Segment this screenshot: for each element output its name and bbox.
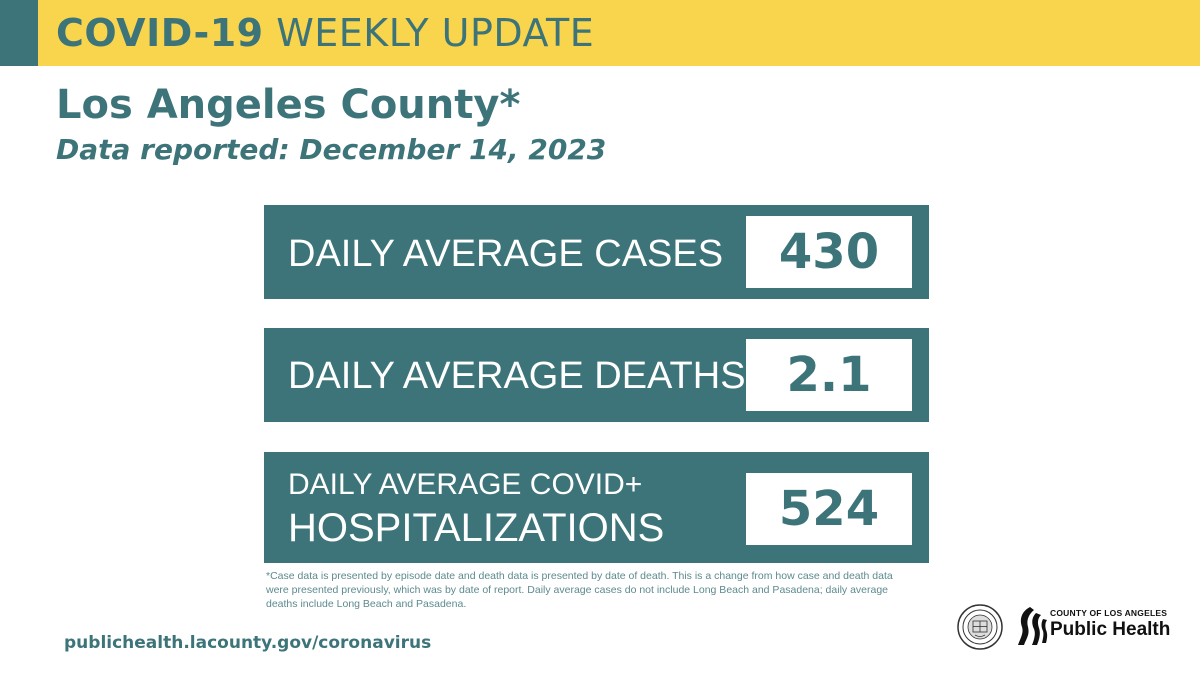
stat-label-hospitalizations-line2: HOSPITALIZATIONS — [288, 506, 665, 550]
public-health-logo: COUNTY OF LOS ANGELES Public Health — [1016, 603, 1170, 649]
banner-title-bold: COVID-19 — [56, 11, 264, 55]
stat-label-cases: DAILY AVERAGE CASES — [288, 233, 724, 275]
county-heading: Los Angeles County* — [56, 82, 521, 128]
logo-public-health-text: Public Health — [1050, 619, 1171, 640]
stat-value-cases: 430 — [778, 224, 880, 280]
stat-value-hospitalizations: 524 — [778, 481, 880, 537]
stat-value-box-hospitalizations: 524 — [746, 473, 912, 545]
stat-value-box-deaths: 2.1 — [746, 339, 912, 411]
website-link[interactable]: publichealth.lacounty.gov/coronavirus — [64, 633, 432, 653]
county-seal-icon — [957, 604, 1003, 650]
logo-county-text: COUNTY OF LOS ANGELES — [1050, 608, 1168, 618]
stat-card-hospitalizations: DAILY AVERAGE COVID+ HOSPITALIZATIONS 52… — [264, 452, 929, 563]
report-date: Data reported: December 14, 2023 — [56, 133, 607, 166]
stat-card-deaths: DAILY AVERAGE DEATHS 2.1 — [264, 328, 929, 422]
stat-value-box-cases: 430 — [746, 216, 912, 288]
stat-label-deaths: DAILY AVERAGE DEATHS — [288, 355, 746, 397]
stat-value-deaths: 2.1 — [786, 347, 872, 403]
footnote: *Case data is presented by episode date … — [266, 570, 893, 610]
public-health-emblem-icon — [1018, 607, 1048, 645]
title-banner: COVID-19 WEEKLY UPDATE — [0, 0, 1200, 66]
banner-title-rest: WEEKLY UPDATE — [276, 11, 595, 55]
banner-title: COVID-19 WEEKLY UPDATE — [56, 10, 594, 56]
banner-accent-bar — [0, 0, 38, 66]
stat-card-cases: DAILY AVERAGE CASES 430 — [264, 205, 929, 299]
stat-label-hospitalizations-line1: DAILY AVERAGE COVID+ — [288, 468, 643, 501]
